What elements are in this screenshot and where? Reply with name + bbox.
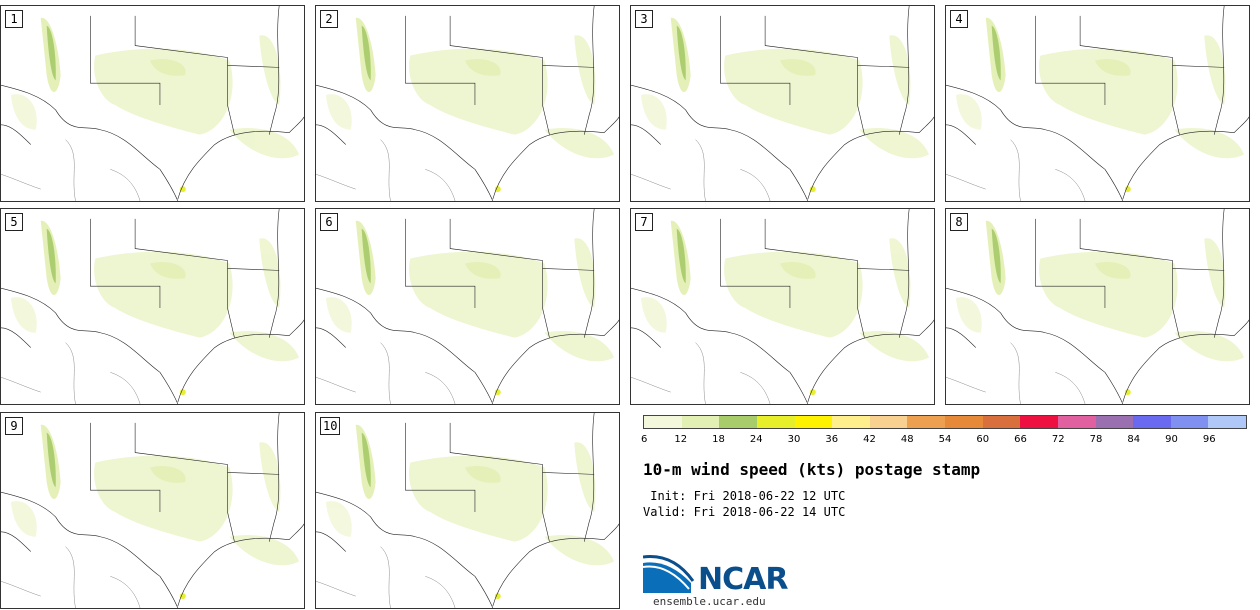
member-number: 5	[5, 213, 23, 231]
colorbar-swatch	[719, 416, 757, 428]
ensemble-member-map: 3	[630, 5, 935, 202]
colorbar-tick: 24	[749, 434, 763, 445]
colorbar-tick: 42	[863, 434, 876, 445]
ensemble-member-map: 9	[0, 412, 305, 609]
colorbar-swatch	[1208, 416, 1246, 428]
colorbar-swatch	[681, 416, 720, 428]
member-number: 6	[320, 213, 338, 231]
member-number: 4	[950, 10, 968, 28]
colorbar-swatch	[869, 416, 908, 428]
member-number: 2	[320, 10, 338, 28]
colorbar-tick: 48	[900, 434, 914, 445]
ensemble-member-map: 6	[315, 208, 620, 405]
member-number: 10	[320, 417, 341, 435]
colorbar-swatch	[1057, 416, 1096, 428]
colorbar-tick: 12	[674, 434, 688, 445]
member-number: 3	[635, 10, 653, 28]
ensemble-member-map: 5	[0, 208, 305, 405]
colorbar-swatch	[982, 416, 1021, 428]
colorbar-tick: 18	[712, 434, 725, 445]
colorbar-tick: 90	[1165, 434, 1178, 445]
colorbar-tick: 30	[787, 434, 801, 445]
colorbar-swatch	[1133, 416, 1171, 428]
colorbar-swatch	[794, 416, 833, 428]
ensemble-member-map: 8	[945, 208, 1250, 405]
colorbar-tick: 78	[1089, 434, 1103, 445]
colorbar-tick: 36	[825, 434, 839, 445]
colorbar-tick: 54	[938, 434, 952, 445]
colorbar-tick: 6	[641, 434, 648, 445]
member-number: 1	[5, 10, 23, 28]
colorbar-swatch	[756, 416, 795, 428]
ncar-logo-icon	[643, 555, 695, 593]
colorbar-tick: 84	[1127, 434, 1141, 445]
colorbar-tick: 72	[1051, 434, 1065, 445]
ensemble-member-map: 4	[945, 5, 1250, 202]
ncar-url: ensemble.ucar.edu	[653, 595, 766, 608]
ensemble-member-map: 10	[315, 412, 620, 609]
colorbar-swatch	[1020, 416, 1058, 428]
colorbar-swatch	[644, 416, 682, 428]
colorbar-swatch	[1170, 416, 1209, 428]
colorbar-swatch	[907, 416, 945, 428]
ensemble-member-map: 2	[315, 5, 620, 202]
valid-time: Valid: Fri 2018-06-22 14 UTC	[643, 505, 846, 519]
colorbar-tick: 96	[1202, 434, 1216, 445]
member-number: 9	[5, 417, 23, 435]
colorbar-tick: 66	[1014, 434, 1027, 445]
ncar-logo-text: NCAR	[698, 562, 788, 597]
init-time: Init: Fri 2018-06-22 12 UTC	[643, 489, 846, 503]
colorbar-swatch	[945, 416, 983, 428]
member-number: 7	[635, 213, 653, 231]
ensemble-member-map: 1	[0, 5, 305, 202]
colorbar-swatch	[1095, 416, 1134, 428]
colorbar-tick: 60	[976, 434, 990, 445]
wind-speed-colorbar	[643, 415, 1247, 429]
figure-title: 10-m wind speed (kts) postage stamp	[643, 460, 981, 479]
ensemble-member-map: 7	[630, 208, 935, 405]
colorbar-swatch	[832, 416, 870, 428]
colorbar-tick-labels: 6 12 18 24 30 36 42 48 54 60 66 72 78 84 90 96	[641, 434, 1247, 448]
member-number: 8	[950, 213, 968, 231]
